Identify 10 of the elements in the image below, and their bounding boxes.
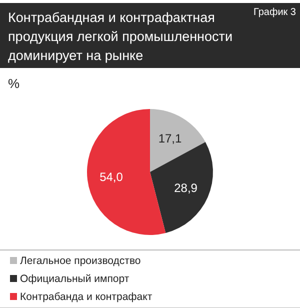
data-label: 17,1	[158, 132, 182, 146]
text: График 3	[253, 7, 296, 18]
pie-slice	[150, 109, 206, 172]
text: %	[8, 76, 20, 91]
chart-title: Контрабандная и контрафактная продукция легкой промышленности доминирует на рынке	[8, 10, 232, 63]
legend-label: Контрабанда и контрафакт	[20, 291, 152, 303]
data-label: 28,9	[174, 180, 198, 195]
legend-label: Легальное производство	[20, 255, 141, 267]
legend-label: Официальный импорт	[20, 273, 130, 285]
data-label: 54,0	[100, 170, 124, 184]
